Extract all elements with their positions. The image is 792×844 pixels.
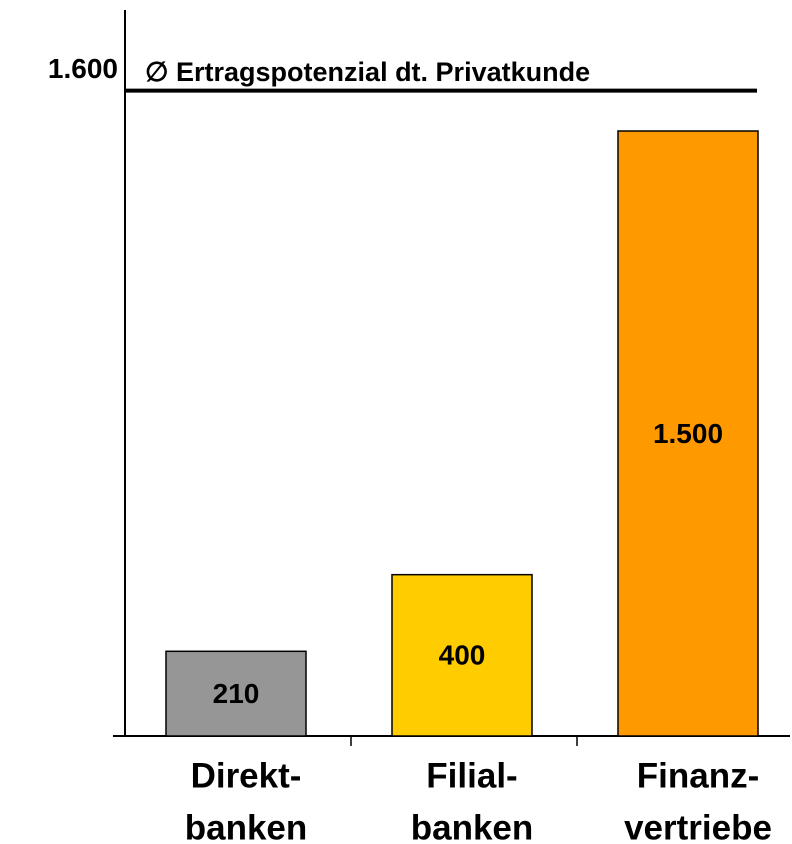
bar [165, 650, 307, 737]
value-label: 210 [213, 678, 260, 709]
bar [391, 573, 533, 737]
x-tick-label: vertriebe [624, 808, 772, 844]
x-tick-label: Filial- [426, 756, 517, 795]
x-tick-label: Finanz- [637, 756, 759, 795]
x-tick-label: banken [411, 808, 534, 844]
annotation: ∅ Ertragspotenzial dt. Privatkunde [145, 57, 590, 87]
x-tick-label: banken [185, 808, 308, 844]
value-label: 1.500 [653, 418, 723, 449]
value-label: 400 [439, 640, 486, 671]
y-tick-label: 1.600 [48, 53, 118, 84]
bar [617, 130, 759, 737]
x-tick-label: Direkt- [191, 756, 302, 795]
